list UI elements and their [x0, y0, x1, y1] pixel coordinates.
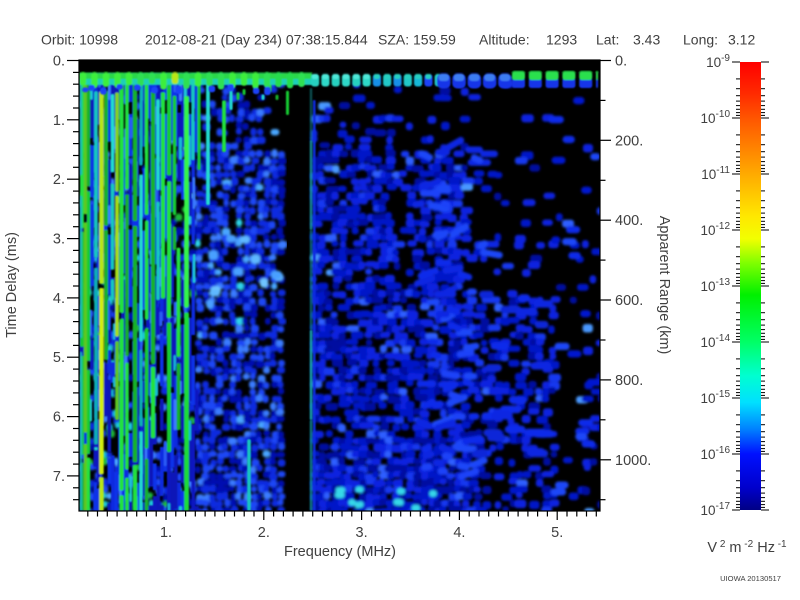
- svg-text:Lat:: Lat:: [596, 32, 619, 48]
- svg-text:Time Delay (ms): Time Delay (ms): [4, 232, 20, 338]
- svg-text:10-14: 10-14: [701, 333, 731, 350]
- svg-text:200.: 200.: [615, 133, 643, 149]
- svg-text:Altitude:: Altitude:: [479, 32, 530, 48]
- svg-text:6.: 6.: [53, 410, 65, 426]
- svg-text:1.: 1.: [160, 525, 172, 541]
- svg-text:4.: 4.: [53, 291, 65, 307]
- svg-text:600.: 600.: [615, 293, 643, 309]
- svg-text:Long:: Long:: [683, 32, 718, 48]
- svg-text:10-9: 10-9: [706, 53, 730, 70]
- svg-text:SZA: 159.59: SZA: 159.59: [378, 32, 456, 48]
- svg-text:Frequency (MHz): Frequency (MHz): [284, 544, 396, 560]
- svg-text:1.: 1.: [53, 113, 65, 129]
- svg-text:3.43: 3.43: [633, 32, 660, 48]
- svg-text:0.: 0.: [615, 54, 627, 70]
- svg-text:5.: 5.: [551, 525, 563, 541]
- svg-text:10-16: 10-16: [701, 445, 731, 462]
- svg-text:2.: 2.: [53, 172, 65, 188]
- svg-text:3.: 3.: [356, 525, 368, 541]
- svg-text:1000.: 1000.: [615, 453, 651, 469]
- svg-text:10-10: 10-10: [701, 109, 731, 126]
- svg-text:3.: 3.: [53, 232, 65, 248]
- svg-text:4.: 4.: [453, 525, 465, 541]
- svg-text:1293: 1293: [546, 32, 577, 48]
- svg-text:10-12: 10-12: [701, 221, 731, 238]
- svg-text:800.: 800.: [615, 373, 643, 389]
- svg-text:2.: 2.: [258, 525, 270, 541]
- svg-text:7.: 7.: [53, 469, 65, 485]
- svg-text:0.: 0.: [53, 54, 65, 70]
- svg-text:UIOWA 20130517: UIOWA 20130517: [720, 574, 781, 583]
- svg-text:3.12: 3.12: [728, 32, 755, 48]
- svg-text:10-15: 10-15: [701, 389, 731, 406]
- svg-text:Orbit: 10998: Orbit: 10998: [41, 32, 118, 48]
- svg-text:400.: 400.: [615, 213, 643, 229]
- svg-text:5.: 5.: [53, 350, 65, 366]
- svg-text:10-11: 10-11: [701, 165, 730, 182]
- svg-text:Apparent Range (km): Apparent Range (km): [656, 216, 672, 355]
- svg-text:2012-08-21 (Day 234) 07:38:15.: 2012-08-21 (Day 234) 07:38:15.844: [145, 32, 368, 48]
- svg-text:V 2 m -2 Hz -1: V 2 m -2 Hz -1: [707, 539, 787, 556]
- svg-text:10-17: 10-17: [701, 501, 731, 518]
- svg-text:10-13: 10-13: [701, 277, 731, 294]
